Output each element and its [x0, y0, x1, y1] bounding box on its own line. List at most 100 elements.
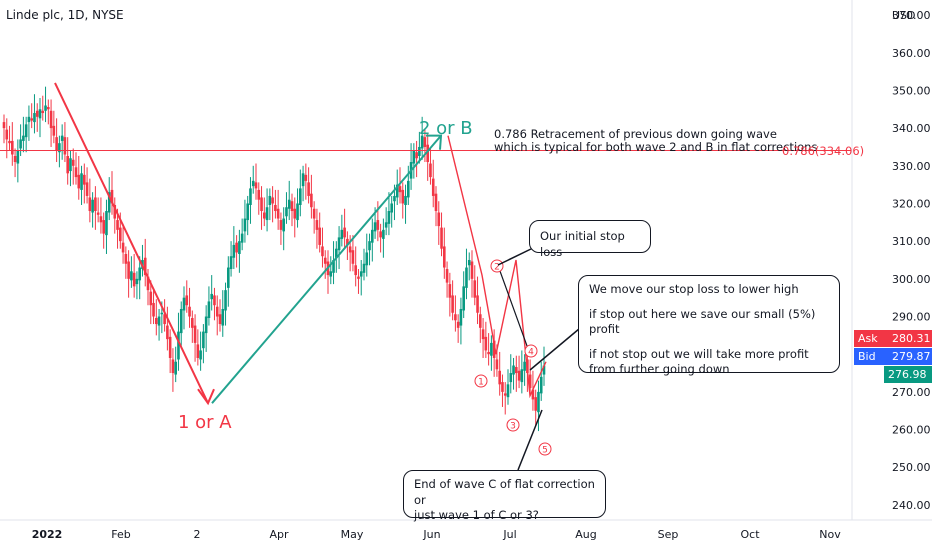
candle [310, 174, 313, 219]
candle-body [263, 212, 266, 219]
candle-body [235, 242, 238, 253]
candle-body [415, 152, 418, 159]
candle [459, 297, 463, 345]
candle-body [279, 220, 283, 230]
candle-body [251, 180, 255, 187]
candle [412, 143, 416, 179]
candle [398, 167, 402, 204]
candle-body [105, 211, 108, 236]
candle-body [257, 189, 261, 200]
fib-note: 0.786 Retracement of previous down going… [494, 127, 818, 155]
candle [523, 354, 526, 386]
candle-body [238, 241, 241, 254]
end-wave-callout: End of wave C of flat correction or just… [403, 470, 606, 522]
candle-body [523, 361, 526, 371]
fib-note-line-2: which is typical for both wave 2 and B i… [494, 140, 818, 155]
symbol-header: Linde plc, 1D, NYSE [6, 8, 124, 22]
candle-body [113, 204, 117, 219]
candle [423, 129, 427, 163]
wave-lines [54, 82, 547, 406]
candle-body [509, 373, 513, 383]
candle [503, 382, 507, 415]
candle-body [285, 207, 288, 217]
candle [276, 189, 280, 230]
candle [390, 195, 393, 228]
candle [326, 250, 330, 294]
price-tick-270: 270.00 [892, 386, 931, 399]
bid-value: 279.87 [892, 350, 931, 363]
candle [19, 124, 22, 156]
candle-body [124, 253, 128, 264]
candle-body [102, 220, 105, 234]
candle-body [47, 107, 50, 110]
candle [509, 354, 513, 394]
candle [135, 271, 139, 300]
candle [182, 286, 186, 330]
candle-body [168, 336, 172, 358]
candle [49, 99, 53, 147]
candle-body [27, 116, 31, 123]
candle [465, 248, 468, 300]
candle [246, 195, 249, 236]
candle-body [271, 197, 274, 204]
ask-value: 280.31 [892, 332, 931, 345]
candle-body [166, 325, 169, 340]
candle [138, 256, 141, 300]
candle [304, 163, 308, 200]
ask-price-tag: Ask 280.31 [854, 330, 932, 347]
candle [8, 125, 11, 151]
candle [443, 227, 446, 279]
wave-marker-circle [506, 418, 520, 432]
candle-body [202, 331, 205, 349]
candle [11, 122, 14, 166]
candle-body [329, 271, 333, 277]
candle-body [387, 211, 391, 224]
candle-body [354, 265, 357, 276]
candle-body [52, 125, 56, 136]
candle [155, 299, 158, 336]
wave-marker-label: 3 [510, 422, 516, 432]
candle [376, 201, 380, 242]
candle-body [290, 201, 294, 212]
candle [143, 238, 147, 287]
candle-body [407, 180, 410, 198]
candle [58, 135, 61, 168]
candle-body [487, 351, 490, 355]
candle-body [265, 207, 269, 221]
candle-body [116, 220, 119, 230]
candle-body [373, 222, 377, 232]
candle [354, 246, 357, 287]
candle-body [310, 193, 313, 208]
initial-stop-callout: Our initial stop loss [529, 220, 651, 259]
candle-body [520, 369, 524, 383]
candle-body [537, 391, 540, 413]
candle [479, 306, 482, 343]
candle [80, 165, 83, 205]
move-stop-line-1: We move our stop loss to lower high [589, 282, 799, 296]
candle [71, 148, 75, 185]
candle [191, 310, 194, 343]
initial-stop-text: Our initial stop loss [540, 229, 625, 259]
candle-body [456, 321, 460, 328]
candle [445, 261, 449, 298]
wave-marker-1: 1 [474, 374, 488, 388]
candle [285, 192, 288, 224]
candle-body [55, 137, 58, 151]
candle [105, 199, 108, 254]
candle [174, 346, 177, 383]
candle-body [107, 192, 111, 213]
candle [343, 208, 346, 249]
candle [537, 380, 540, 432]
candle-body [420, 135, 424, 149]
candle [287, 180, 291, 221]
time-tick-feb: Feb [111, 528, 130, 541]
candle [515, 355, 518, 392]
candle [5, 118, 9, 159]
candle-body [196, 344, 200, 358]
price-tick-260: 260.00 [892, 424, 931, 437]
candle-body [174, 361, 177, 375]
candle [52, 110, 56, 144]
candle-body [58, 143, 61, 153]
candle [492, 329, 496, 377]
